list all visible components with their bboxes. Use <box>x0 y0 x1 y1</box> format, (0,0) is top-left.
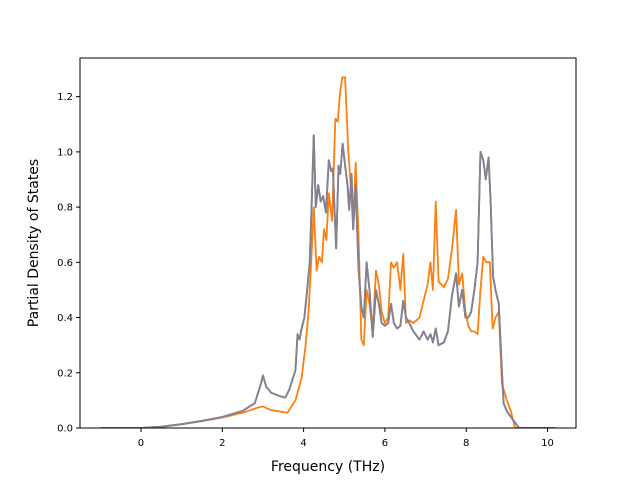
series-line-3 <box>100 134 556 428</box>
x-axis-label: Frequency (THz) <box>271 459 385 475</box>
y-tick-label: 0.2 <box>57 368 73 379</box>
y-tick-label: 1.0 <box>57 147 73 158</box>
x-tick-label: 10 <box>541 438 554 449</box>
x-tick-label: 6 <box>382 438 388 449</box>
y-tick-label: 0.6 <box>57 258 73 269</box>
y-tick-label: 0.0 <box>57 424 73 435</box>
x-tick-label: 2 <box>219 438 225 449</box>
plot-frame <box>79 57 577 429</box>
y-tick-label: 0.4 <box>57 313 73 324</box>
x-tick-label: 0 <box>138 438 144 449</box>
y-tick-label: 0.8 <box>57 203 73 214</box>
x-tick-label: 4 <box>300 438 306 449</box>
y-tick-label: 1.2 <box>57 92 73 103</box>
x-tick-label: 8 <box>463 438 469 449</box>
series-line-1 <box>100 76 556 428</box>
axis-ticks: 0 2 4 6 8 10 0.0 0.2 0.4 0.6 0.8 1.0 1.2 <box>57 92 554 449</box>
plot-area <box>100 76 556 428</box>
y-axis-label: Partial Density of States <box>26 159 42 327</box>
